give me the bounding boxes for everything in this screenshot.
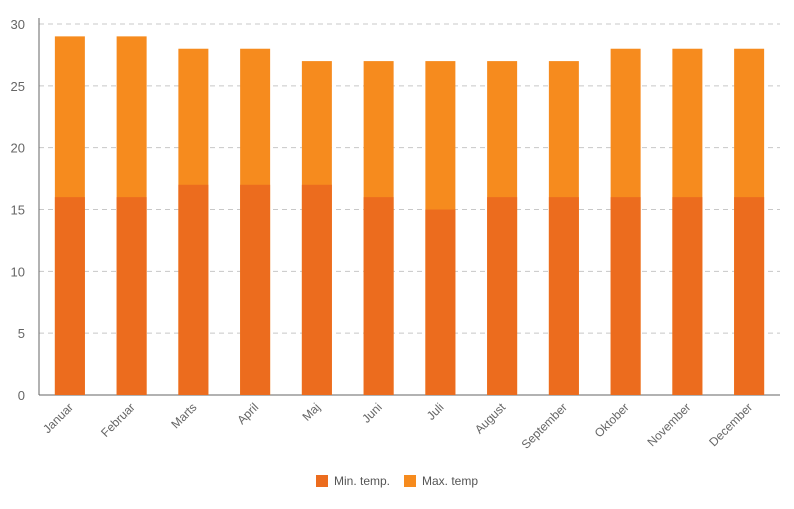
bar-min-juli bbox=[425, 209, 456, 395]
bar-min-december bbox=[734, 197, 765, 395]
x-tick-label: September bbox=[519, 400, 570, 451]
bar-min-april bbox=[240, 184, 271, 395]
y-tick-label: 10 bbox=[11, 264, 25, 279]
x-tick-label: April bbox=[234, 400, 261, 427]
bar-min-september bbox=[548, 197, 579, 395]
bar-min-oktober bbox=[610, 197, 641, 395]
x-tick-label: Oktober bbox=[592, 400, 632, 440]
x-tick-label: Januar bbox=[40, 400, 76, 436]
y-tick-label: 25 bbox=[11, 79, 25, 94]
y-tick-label: 15 bbox=[11, 203, 25, 218]
legend-label-min: Min. temp. bbox=[333, 474, 390, 488]
bar-min-august bbox=[487, 197, 518, 395]
bar-min-januar bbox=[54, 197, 85, 395]
x-tick-label: Juli bbox=[424, 400, 447, 423]
x-tick-label: Juni bbox=[359, 400, 384, 425]
y-tick-label: 5 bbox=[18, 326, 25, 341]
legend-item-max[interactable]: Max. temp bbox=[404, 474, 478, 488]
x-tick-label: August bbox=[472, 400, 509, 437]
x-tick-label: Marts bbox=[168, 400, 199, 431]
x-tick-label: December bbox=[706, 400, 755, 449]
bar-min-maj bbox=[301, 184, 332, 395]
legend: Min. temp. Max. temp bbox=[0, 474, 794, 488]
legend-item-min[interactable]: Min. temp. bbox=[315, 474, 390, 488]
x-tick-label: November bbox=[644, 400, 693, 449]
legend-swatch-max bbox=[404, 475, 416, 487]
x-tick-label: Februar bbox=[98, 400, 138, 440]
bar-min-november bbox=[672, 197, 703, 395]
legend-swatch-min bbox=[315, 475, 328, 487]
legend-label-max: Max. temp bbox=[422, 474, 479, 488]
bar-min-juni bbox=[363, 197, 394, 395]
bar-min-marts bbox=[178, 184, 209, 395]
y-tick-label: 20 bbox=[11, 141, 25, 156]
bar-min-februar bbox=[116, 197, 147, 395]
y-tick-label: 30 bbox=[11, 17, 25, 32]
plot-area: 0 5 10 15 20 25 30 Januar Februar Marts April Maj Ju… bbox=[11, 17, 780, 452]
y-tick-label: 0 bbox=[18, 388, 25, 403]
x-tick-label: Maj bbox=[299, 400, 323, 424]
